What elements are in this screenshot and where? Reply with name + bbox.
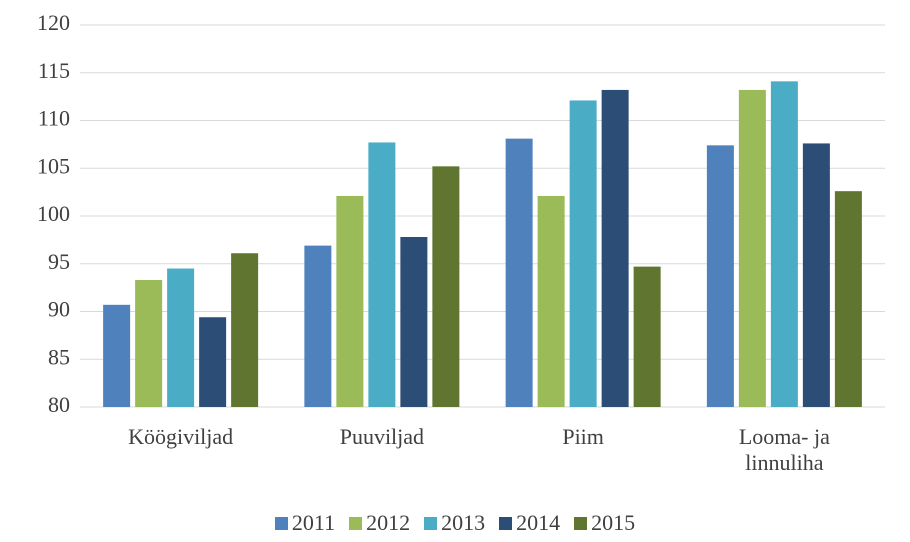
bar [834,191,862,407]
bar [505,138,533,407]
x-tick-label: Köögiviljad [128,424,234,449]
y-tick-label: 105 [37,153,70,178]
legend-swatch [499,516,513,530]
bar [706,145,734,407]
legend-label: 2012 [366,510,411,535]
legend-item: 2014 [499,510,560,536]
bar [770,81,798,407]
legend-label: 2015 [591,510,636,535]
bar [400,237,428,407]
bar [368,142,396,407]
y-tick-label: 115 [38,58,70,83]
legend-label: 2014 [516,510,561,535]
legend: 2011 2012 2013 2014 2015 [0,510,910,536]
legend-label: 2013 [441,510,486,535]
legend-item: 2013 [424,510,485,536]
y-tick-label: 95 [48,249,70,274]
bar [103,304,131,407]
legend-swatch [349,516,363,530]
bar [569,100,597,407]
bar [304,245,332,407]
bar [738,89,766,407]
bar [601,89,629,407]
bar [336,195,364,407]
bar [135,279,163,407]
y-tick-label: 85 [48,344,70,369]
legend-swatch [574,516,588,530]
bar [199,317,227,407]
y-tick-label: 80 [48,392,70,417]
legend-swatch [274,516,288,530]
bar [633,266,661,407]
bar [432,166,460,407]
legend-swatch [424,516,438,530]
y-tick-label: 100 [37,201,70,226]
bar [167,268,195,407]
y-tick-label: 90 [48,297,70,322]
bar [537,195,565,407]
legend-item: 2011 [274,510,336,536]
x-tick-label: Piim [562,424,604,449]
x-tick-label: Looma- ja linnuliha [738,424,830,475]
legend-item: 2015 [574,510,635,536]
legend-item: 2012 [349,510,410,536]
bar [231,253,259,407]
y-tick-label: 110 [38,106,70,131]
legend-label: 2011 [291,510,336,535]
x-tick-label: Puuviljad [339,424,425,449]
bar [802,143,830,408]
y-tick-label: 120 [37,10,70,35]
